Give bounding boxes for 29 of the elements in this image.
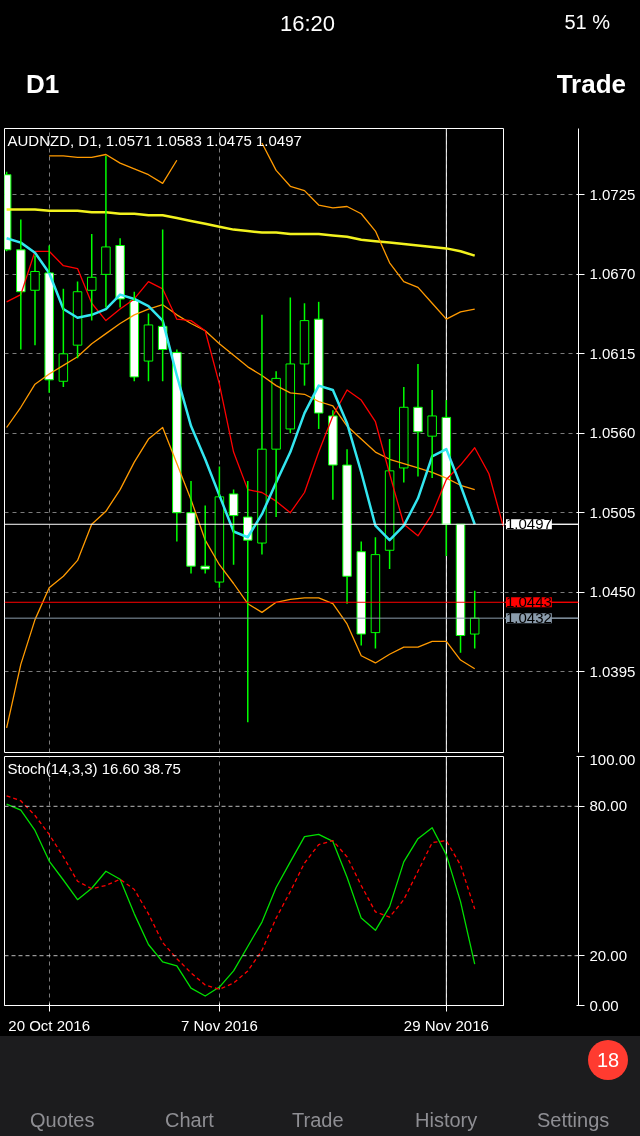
text: D1 [26, 68, 60, 101]
text: 51 % [564, 10, 610, 35]
y-tick-label: 1.0395 [589, 662, 636, 680]
ref-line-label: 1.0497 [505, 515, 552, 533]
y-tick-label: 80.00 [589, 797, 628, 815]
text: History [415, 1108, 478, 1133]
chart-title: AUDNZD, D1, 1.0571 1.0583 1.0475 1.0497 [7, 131, 302, 149]
y-tick-label: 1.0450 [589, 583, 636, 601]
y-tick-label: 1.0560 [589, 424, 636, 442]
text: Quotes [30, 1108, 95, 1133]
x-tick-label: 20 Oct 2016 [8, 1016, 91, 1034]
y-tick-label: 1.0670 [589, 265, 636, 283]
ref-line-label: 1.0432 [505, 609, 552, 627]
text: Trade [292, 1108, 344, 1133]
chart-title: Stoch(14,3,3) 16.60 38.75 [7, 759, 181, 777]
text: Chart [165, 1108, 214, 1133]
text: Trade [556, 68, 626, 101]
y-tick-label: 0.00 [589, 996, 619, 1014]
x-tick-label: 7 Nov 2016 [181, 1016, 258, 1034]
x-tick-label: 29 Nov 2016 [403, 1016, 489, 1034]
y-tick-label: 20.00 [589, 946, 628, 964]
y-tick-label: 1.0505 [589, 503, 636, 521]
text: 16:20 [280, 10, 336, 38]
y-tick-label: 1.0615 [589, 344, 636, 362]
y-tick-label: 1.0725 [589, 185, 636, 203]
text: 18 [588, 1040, 628, 1080]
y-tick-label: 100.00 [589, 750, 636, 768]
text: Settings [537, 1108, 610, 1133]
ref-line-label: 1.0443 [505, 593, 552, 611]
